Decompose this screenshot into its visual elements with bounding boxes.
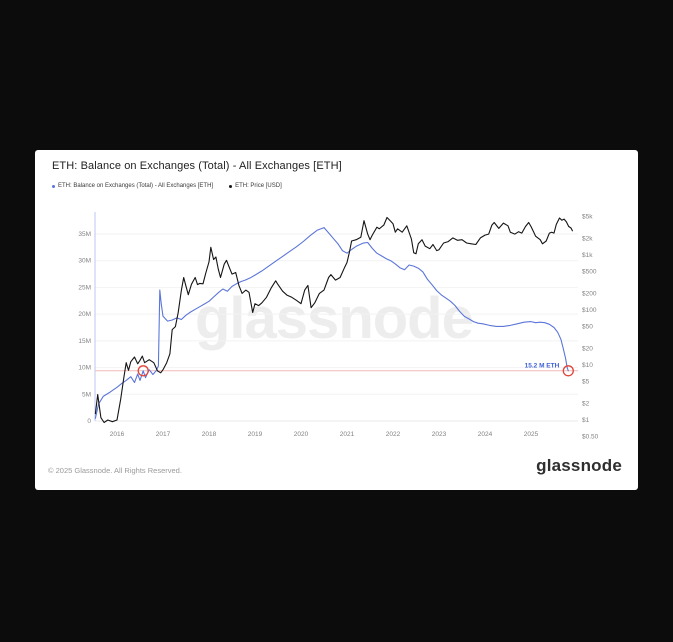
y-right-tick-label: $0.50	[582, 434, 599, 441]
x-axis-tick-label: 2017	[156, 431, 171, 438]
price-series-dot-icon	[229, 184, 233, 188]
footer-copyright: © 2025 Glassnode. All Rights Reserved.	[48, 466, 182, 475]
balance-line-series	[94, 227, 569, 419]
y-left-tick-label: 35M	[78, 231, 91, 238]
x-axis-tick-label: 2018	[202, 431, 217, 438]
y-left-tick-label: 10M	[78, 365, 91, 372]
highlight-circle-icon	[137, 365, 149, 377]
y-left-tick-label: 30M	[78, 258, 91, 265]
x-axis-tick-label: 2016	[110, 431, 125, 438]
balance-annotation-label: 15.2 M ETH	[525, 362, 560, 369]
y-right-tick-label: $50	[582, 324, 593, 331]
y-right-tick-label: $100	[582, 307, 597, 314]
y-right-tick-label: $500	[582, 269, 597, 276]
x-axis-tick-label: 2019	[248, 431, 263, 438]
glassnode-logo: glassnode	[536, 456, 622, 475]
y-right-tick-label: $20	[582, 345, 593, 352]
y-right-tick-label: $5k	[582, 214, 593, 221]
legend-label-balance: ETH: Balance on Exchanges (Total) - All …	[58, 183, 214, 189]
y-right-tick-label: $1k	[582, 252, 593, 259]
y-right-tick-label: $10	[582, 362, 593, 369]
chart-plot-area: 35M 30M 25M 20M 15M 10M 5M 0 $5k $2k $1k $500 $200 $1…	[78, 212, 599, 441]
chart-legend: ETH: Balance on Exchanges (Total) - All …	[52, 183, 282, 189]
price-line-series	[94, 216, 573, 424]
chart-title: ETH: Balance on Exchanges (Total) - All …	[52, 160, 342, 172]
x-axis-tick-label: 2020	[294, 431, 309, 438]
y-right-tick-label: $1	[582, 417, 590, 424]
x-axis-tick-label: 2022	[386, 431, 401, 438]
glassnode-watermark: glassnode	[195, 286, 474, 351]
x-axis-tick-label: 2024	[478, 431, 493, 438]
y-left-tick-label: 20M	[78, 311, 91, 318]
y-left-tick-label: 15M	[78, 338, 91, 345]
legend-item-balance: ETH: Balance on Exchanges (Total) - All …	[52, 183, 213, 189]
y-right-tick-label: $5	[582, 379, 590, 386]
x-axis-tick-label: 2025	[524, 431, 539, 438]
y-left-tick-label: 5M	[82, 391, 91, 398]
legend-label-price: ETH: Price [USD]	[235, 183, 282, 189]
y-right-tick-label: $200	[582, 290, 597, 297]
y-left-tick-label: 25M	[78, 284, 91, 291]
x-axis-tick-label: 2021	[340, 431, 355, 438]
y-left-tick-label: 0	[87, 418, 91, 425]
highlight-circle-icon	[562, 365, 574, 377]
y-right-tick-label: $2k	[582, 235, 593, 242]
legend-item-price: ETH: Price [USD]	[229, 183, 282, 189]
y-right-tick-label: $2	[582, 400, 590, 407]
chart-card: ETH: Balance on Exchanges (Total) - All …	[35, 150, 638, 490]
balance-series-dot-icon	[52, 184, 55, 188]
x-axis-tick-label: 2023	[432, 431, 447, 438]
